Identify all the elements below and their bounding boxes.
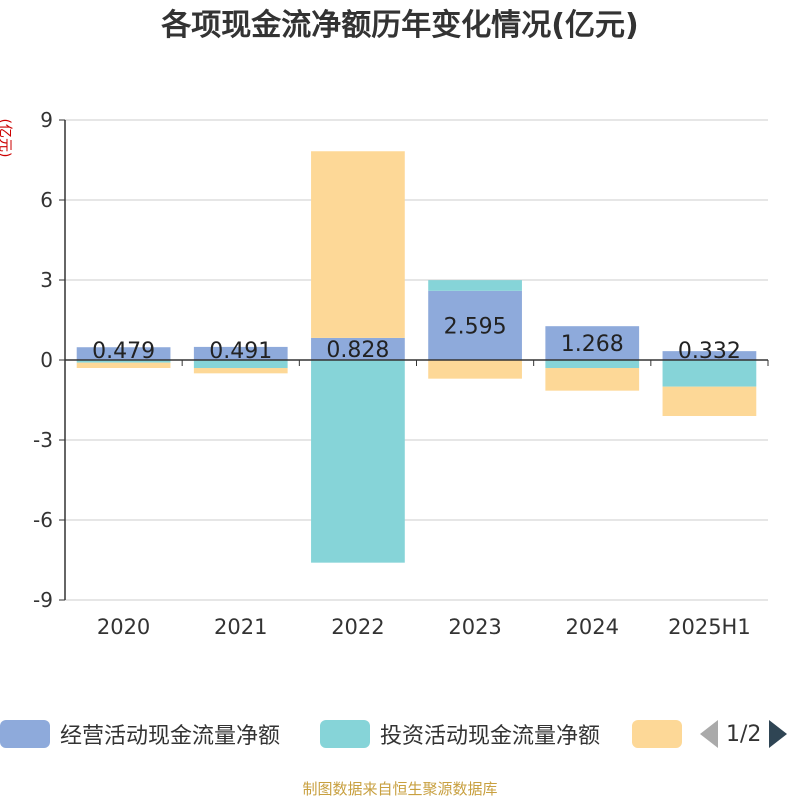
- bar-series1-2025H1: [662, 351, 757, 360]
- bar-series2-2021: [193, 360, 288, 368]
- bar-series1-2021: [193, 346, 288, 360]
- bar-series3-2022: [311, 151, 405, 338]
- bar-series2-2025H1: [662, 360, 757, 387]
- legend-item-investing[interactable]: 投资活动现金流量净额: [320, 714, 600, 754]
- data-label-operating: 2.595: [444, 314, 507, 339]
- legend: 经营活动现金流量净额 投资活动现金流量净额 1/2: [0, 714, 800, 754]
- x-tick-label: 2021: [214, 615, 267, 639]
- legend-label-investing: 投资活动现金流量净额: [380, 724, 601, 749]
- y-tick-label: 6: [40, 188, 53, 212]
- bar-series1-2020: [76, 347, 171, 360]
- bar-series3-2025H1: [662, 386, 757, 416]
- bar-series3-2021: [193, 368, 288, 374]
- bar-series3-2024: [545, 368, 640, 391]
- y-tick-label: -3: [33, 428, 53, 452]
- chart-canvas: 9 6 3 0 -3 -6 -9 2020 2021 2022 2023 2024 2025H1 0.47…: [33, 108, 769, 639]
- bar-series3-2020: [76, 362, 171, 368]
- x-tick-label: 2024: [566, 615, 619, 639]
- bar-series2-2020: [76, 360, 171, 363]
- chart-title: 各项现金流净额历年变化情况(亿元): [161, 8, 639, 43]
- y-tick-label: -6: [33, 508, 53, 532]
- legend-item-operating[interactable]: 经营活动现金流量净额: [0, 714, 280, 754]
- data-label-operating: 0.332: [678, 339, 741, 364]
- y-tick-label: 3: [40, 268, 53, 292]
- bar-series1-2023: [428, 290, 522, 360]
- x-tick-label: 2022: [331, 615, 384, 639]
- data-label-operating: 0.479: [92, 339, 155, 364]
- bar-series3-2023: [428, 360, 522, 379]
- pager-prev-icon[interactable]: [700, 720, 718, 748]
- x-tick-label: 2020: [97, 615, 150, 639]
- y-tick-label: 9: [40, 108, 53, 132]
- bar-series1-2022: [311, 337, 405, 360]
- x-tick-label: 2025H1: [668, 615, 751, 639]
- legend-pager: 1/2: [700, 714, 788, 754]
- bar-series2-2022: [311, 360, 405, 563]
- x-tick-label: 2023: [448, 615, 501, 639]
- data-label-operating: 0.828: [326, 338, 389, 363]
- data-label-operating: 1.268: [561, 332, 624, 357]
- legend-swatch-financing: [632, 720, 682, 748]
- y-tick-label: 0: [40, 348, 53, 372]
- bar-series1-2024: [545, 326, 640, 360]
- legend-swatch-operating: [0, 720, 50, 748]
- legend-item-financing[interactable]: [632, 714, 682, 754]
- legend-swatch-investing: [320, 720, 370, 748]
- bar-series2-2024: [545, 360, 640, 368]
- pager-text: 1/2: [726, 721, 762, 747]
- bar-series2-2023: [428, 280, 522, 291]
- data-label-operating: 0.491: [209, 339, 272, 364]
- legend-label-operating: 经营活动现金流量净额: [60, 724, 281, 749]
- pager-next-icon[interactable]: [769, 720, 788, 748]
- y-tick-label: -9: [33, 588, 53, 612]
- source-note: 制图数据来自恒生聚源数据库: [302, 780, 498, 798]
